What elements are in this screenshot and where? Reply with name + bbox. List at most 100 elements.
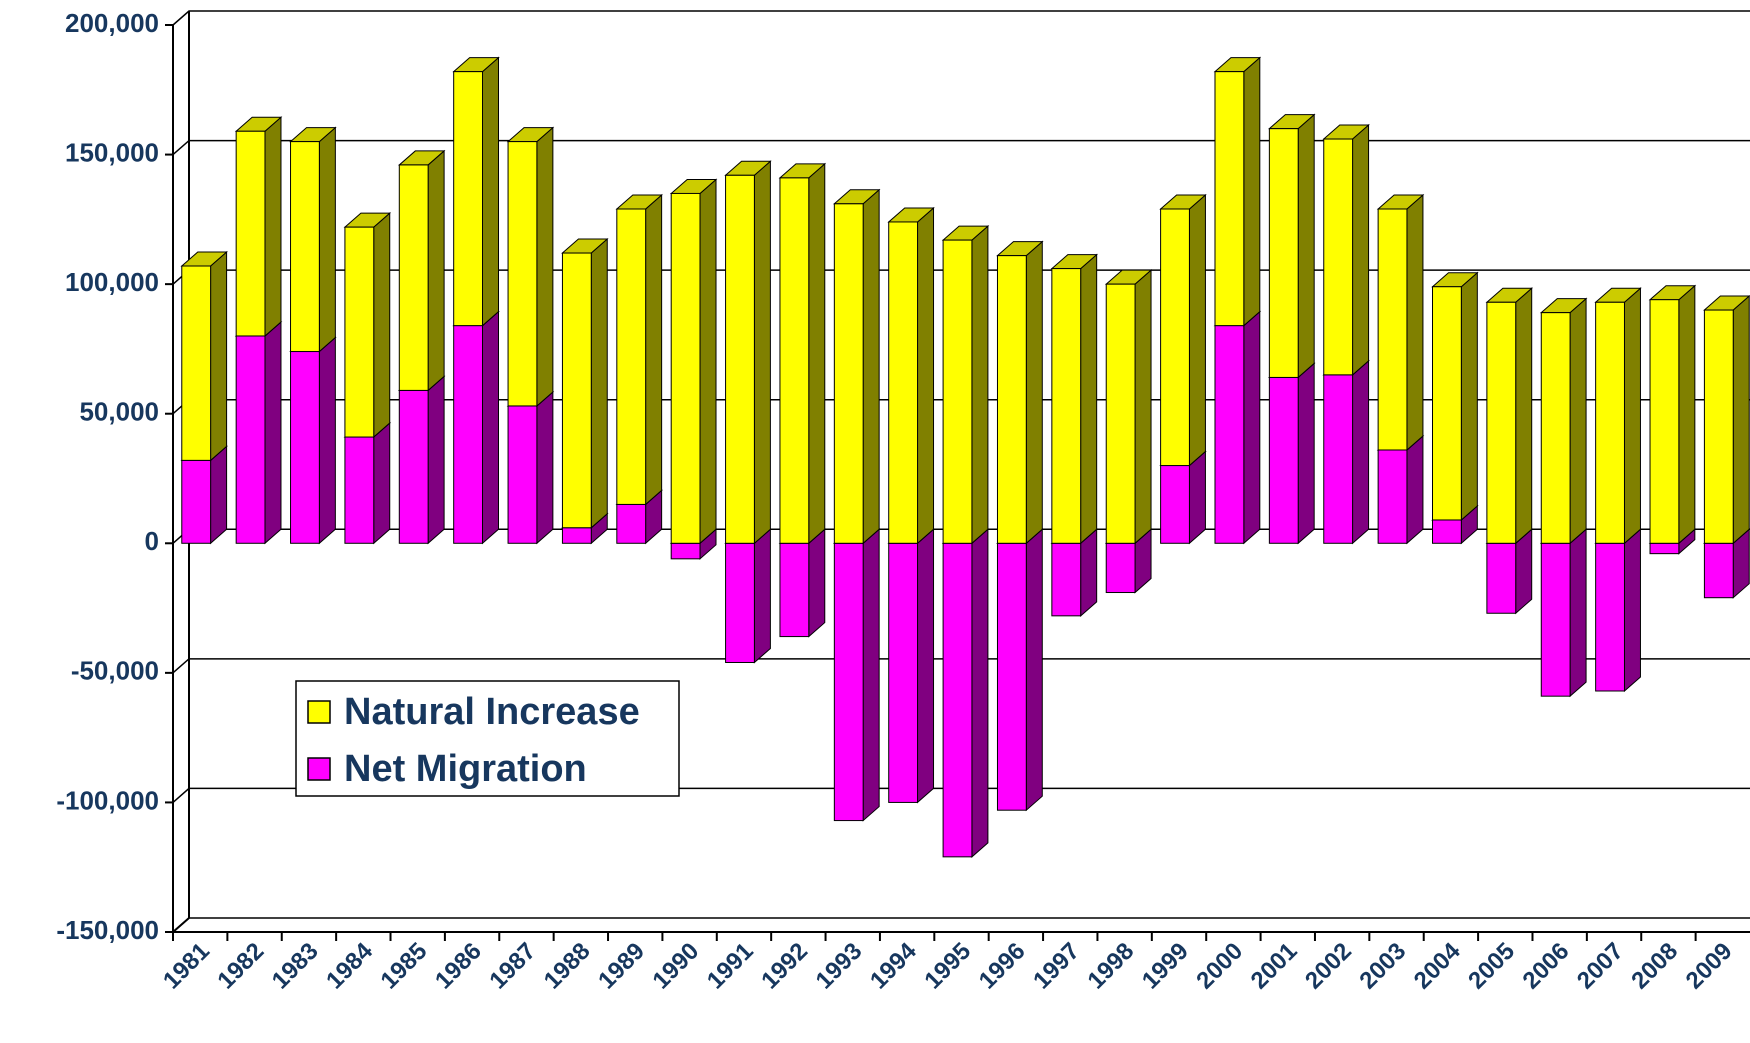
x-tick-label: 2006: [1518, 938, 1575, 995]
bar: [1160, 465, 1190, 544]
bar: [1486, 542, 1517, 614]
bar: [1432, 286, 1462, 521]
bar-side: [318, 336, 336, 545]
bar-side: [1025, 240, 1043, 545]
bar-segment: [180, 445, 228, 545]
y-tick-label: 150,000: [65, 137, 159, 167]
bar: [561, 527, 592, 544]
bar: [888, 542, 919, 803]
legend-label: Natural Increase: [344, 691, 640, 733]
bar: [1105, 283, 1136, 544]
bar-segment: [452, 310, 500, 545]
bar-segment: [941, 224, 990, 545]
bar: [181, 265, 212, 461]
bar: [1051, 542, 1082, 617]
bar: [996, 542, 1027, 811]
x-tick-label: 1992: [756, 938, 813, 995]
bar: [561, 252, 592, 529]
bar: [1268, 128, 1299, 378]
x-tick-label: 1990: [647, 938, 704, 995]
bar-side: [1515, 528, 1533, 615]
bar-segment: [724, 528, 772, 664]
bar-segment: [887, 528, 935, 804]
bar: [725, 174, 755, 544]
x-tick-label: 2000: [1191, 938, 1248, 995]
bar-segment: [397, 149, 446, 392]
bar: [942, 542, 973, 858]
bar-side: [1352, 359, 1370, 545]
bar-segment: [1213, 56, 1262, 327]
bar: [616, 503, 647, 544]
bar: [290, 141, 320, 353]
bar-side: [1569, 528, 1587, 698]
bar: [1595, 542, 1625, 692]
bar-segment: [397, 375, 446, 545]
bar-side: [1623, 287, 1641, 545]
bar: [1649, 542, 1680, 555]
grid-line: [172, 787, 1750, 803]
bar-segment: [1648, 284, 1697, 545]
bar-side: [1569, 297, 1587, 545]
x-tick-label: 1998: [1083, 938, 1140, 995]
bar: [235, 335, 266, 544]
bar: [1051, 268, 1082, 544]
x-tick-label: 1999: [1137, 938, 1194, 995]
bar-side: [808, 162, 826, 545]
x-tick-label: 1986: [430, 938, 487, 995]
bar-side: [862, 528, 880, 822]
bar: [1214, 71, 1245, 327]
bar-segment: [1322, 359, 1370, 545]
bar: [1214, 325, 1245, 544]
y-tick-label: 0: [145, 526, 159, 556]
bar-side: [427, 375, 445, 545]
bar-segment: [996, 528, 1044, 812]
bar: [290, 351, 320, 544]
x-tick-label: 1996: [974, 938, 1031, 995]
bar-segment: [1213, 310, 1262, 545]
bar: [453, 325, 483, 544]
grid-line: [172, 658, 1750, 674]
legend-label: Net Migration: [344, 748, 587, 790]
bar: [670, 542, 701, 560]
bar: [942, 239, 973, 544]
x-tick-label: 2005: [1463, 938, 1520, 995]
bar: [1649, 299, 1680, 544]
bar: [1105, 542, 1136, 594]
bar: [1268, 376, 1299, 544]
x-tick-label: 2003: [1354, 938, 1411, 995]
bar-side: [1406, 434, 1424, 545]
x-tick-label: 2008: [1626, 938, 1683, 995]
bar-side: [1134, 269, 1152, 545]
bar-segment: [234, 320, 283, 545]
bar: [398, 164, 429, 391]
bar-side: [1188, 450, 1206, 545]
x-tick-label: 1993: [811, 938, 868, 995]
bar-segment: [887, 206, 935, 545]
x-tick-label: 2007: [1572, 938, 1629, 995]
y-tick-label: 50,000: [79, 397, 159, 427]
x-tick-label: 2009: [1681, 938, 1738, 995]
bar-side: [1080, 528, 1098, 617]
bar: [1486, 301, 1517, 544]
bar-side: [971, 528, 989, 858]
bar-side: [1243, 310, 1261, 545]
bar-segment: [561, 237, 609, 529]
bar-side: [590, 237, 608, 529]
bar: [398, 389, 429, 544]
grid-line: [172, 10, 1750, 26]
bar-side: [481, 56, 499, 327]
bar-segment: [343, 421, 392, 545]
x-tick-label: 1984: [321, 937, 378, 994]
x-tick-label: 2002: [1300, 938, 1357, 995]
bar-segment: [996, 240, 1044, 545]
bar-segment: [941, 528, 990, 858]
grid-line: [172, 139, 1750, 156]
bar-segment: [1594, 528, 1642, 693]
x-tick-label: 1989: [593, 938, 650, 995]
bar-side: [1025, 528, 1043, 812]
bar: [1703, 309, 1734, 544]
bar-side: [1352, 123, 1370, 376]
bar-side: [971, 224, 989, 545]
bar-segment: [724, 160, 772, 545]
